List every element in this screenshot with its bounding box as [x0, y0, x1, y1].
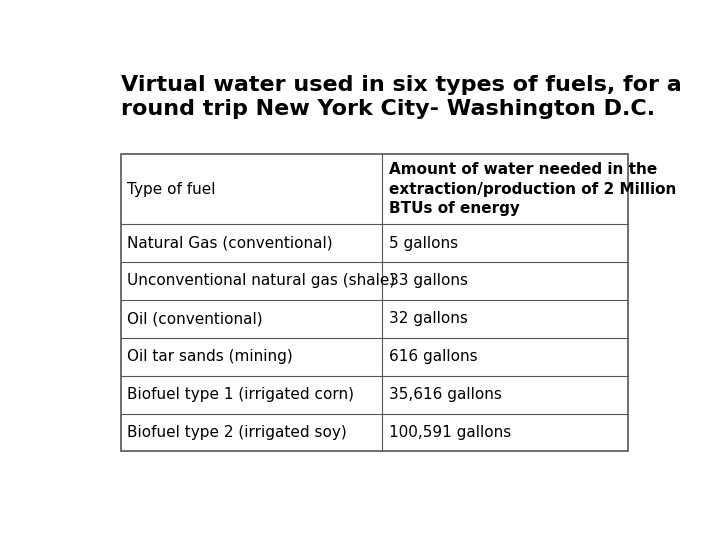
Text: Unconventional natural gas (shale): Unconventional natural gas (shale) — [127, 273, 395, 288]
Text: Biofuel type 2 (irrigated soy): Biofuel type 2 (irrigated soy) — [127, 425, 347, 440]
Text: 100,591 gallons: 100,591 gallons — [389, 425, 511, 440]
Text: Amount of water needed in the
extraction/production of 2 Million
BTUs of energy: Amount of water needed in the extraction… — [389, 163, 676, 216]
Text: Biofuel type 1 (irrigated corn): Biofuel type 1 (irrigated corn) — [127, 387, 354, 402]
Text: 616 gallons: 616 gallons — [389, 349, 477, 364]
Text: Type of fuel: Type of fuel — [127, 181, 216, 197]
Text: Natural Gas (conventional): Natural Gas (conventional) — [127, 235, 333, 251]
Text: 32 gallons: 32 gallons — [389, 312, 468, 326]
Text: Virtual water used in six types of fuels, for a
round trip New York City- Washin: Virtual water used in six types of fuels… — [121, 75, 681, 119]
Text: Oil (conventional): Oil (conventional) — [127, 312, 263, 326]
Text: 33 gallons: 33 gallons — [389, 273, 468, 288]
Text: Oil tar sands (mining): Oil tar sands (mining) — [127, 349, 293, 364]
Text: 5 gallons: 5 gallons — [389, 235, 458, 251]
Text: 35,616 gallons: 35,616 gallons — [389, 387, 502, 402]
